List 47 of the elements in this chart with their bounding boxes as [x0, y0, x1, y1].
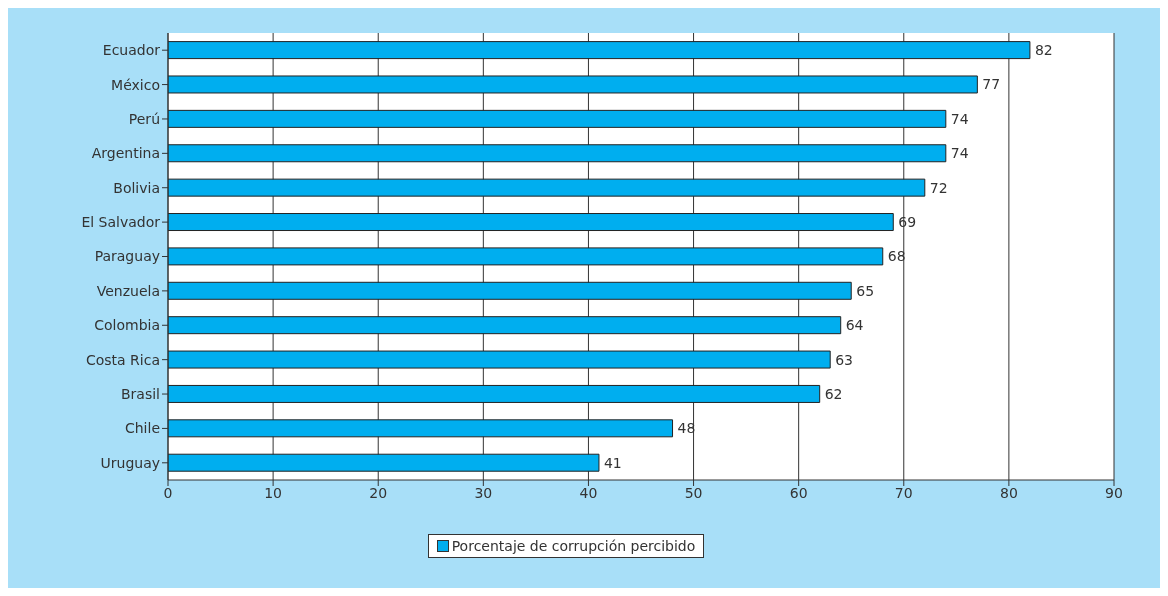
data-label: 74: [950, 110, 969, 127]
y-tick-label: El Salvador: [81, 214, 161, 231]
bar: [168, 453, 600, 472]
x-tick-label: 40: [579, 484, 598, 501]
y-tick-label: Brasil: [120, 386, 160, 403]
bar: [168, 41, 1031, 60]
x-tick-label: 10: [264, 484, 283, 501]
bar: [168, 109, 947, 128]
data-label: 74: [950, 145, 969, 162]
y-tick-label: Paraguay: [94, 248, 160, 265]
y-tick-label: Chile: [124, 420, 160, 437]
y-tick-label: Ecuador: [102, 42, 161, 59]
data-label: 65: [856, 282, 875, 299]
x-tick-label: 60: [789, 484, 808, 501]
x-tick-label: 20: [369, 484, 388, 501]
y-tick-label: Venzuela: [96, 282, 160, 299]
bar: [168, 350, 831, 369]
bar: [168, 144, 947, 163]
bar: [168, 316, 842, 335]
x-tick-label: 80: [999, 484, 1018, 501]
bar: [168, 384, 821, 403]
y-tick-label: Uruguay: [100, 454, 160, 471]
data-label: 64: [845, 317, 864, 334]
bar: [168, 419, 674, 438]
y-tick-label: Perú: [128, 110, 160, 127]
bar: [168, 281, 852, 300]
data-label: 62: [824, 385, 843, 402]
y-tick-label: Argentina: [91, 145, 160, 162]
legend-label: Porcentaje de corrupción percibido: [450, 538, 696, 554]
y-tick-label: Costa Rica: [85, 351, 160, 368]
x-tick-label: 70: [894, 484, 913, 501]
x-tick-label: 30: [474, 484, 493, 501]
x-tick-label: 90: [1105, 484, 1123, 501]
data-label: 77: [982, 76, 1001, 93]
x-tick-label: 50: [684, 484, 703, 501]
data-label: 72: [929, 179, 948, 196]
bar: [168, 178, 926, 197]
bar: [168, 247, 884, 266]
x-tick-label: 0: [163, 484, 173, 501]
data-label: 63: [835, 351, 854, 368]
y-tick-label: Colombia: [94, 317, 160, 334]
y-tick-label: Bolivia: [113, 179, 160, 196]
data-label: 41: [603, 454, 622, 471]
bar: [168, 75, 978, 94]
data-label: 82: [1034, 42, 1053, 59]
y-tick-label: México: [111, 76, 160, 93]
bar: [168, 213, 894, 232]
